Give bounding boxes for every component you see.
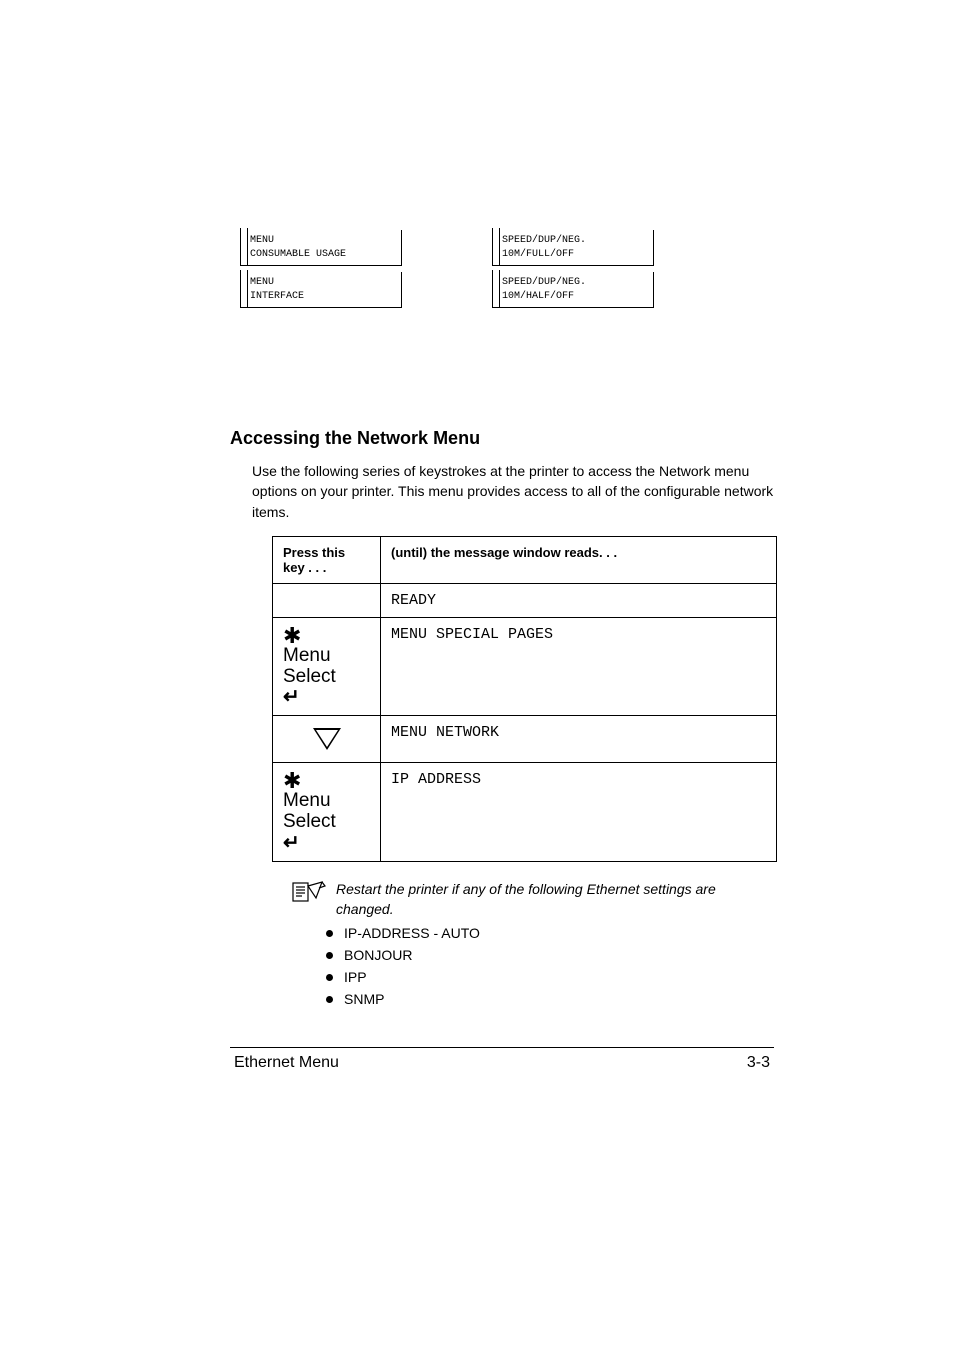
page: MENU CONSUMABLE USAGE MENU INTERFACE SPE… xyxy=(0,0,954,1112)
list-item: BONJOUR xyxy=(326,947,774,963)
menu-key-label: Menu xyxy=(283,646,370,667)
menu-box-line: CONSUMABLE USAGE xyxy=(250,248,395,262)
bullet-list: IP-ADDRESS - AUTO BONJOUR IPP SNMP xyxy=(326,925,774,1007)
menu-box-line: MENU xyxy=(250,276,395,290)
table-header-key: Press this key . . . xyxy=(273,536,381,583)
menu-box: MENU CONSUMABLE USAGE xyxy=(240,230,402,266)
menu-box-line: INTERFACE xyxy=(250,290,395,304)
select-key-label: Select xyxy=(283,667,370,688)
message-cell: MENU SPECIAL PAGES xyxy=(381,617,777,716)
message-cell: MENU NETWORK xyxy=(381,716,777,763)
note-row: Restart the printer if any of the follow… xyxy=(292,880,774,919)
down-triangle-icon xyxy=(313,728,341,750)
footer-left: Ethernet Menu xyxy=(234,1054,339,1072)
menu-box: SPEED/DUP/NEG. 10M/HALF/OFF xyxy=(492,272,654,308)
key-cell-menu-select: ✱ Menu Select ↵ xyxy=(273,617,381,716)
footer-right: 3-3 xyxy=(747,1054,770,1072)
table-row: ✱ Menu Select ↵ MENU SPECIAL PAGES xyxy=(273,617,777,716)
menu-box-line: SPEED/DUP/NEG. xyxy=(502,276,647,290)
menu-key-label: Menu xyxy=(283,791,370,812)
key-cell-menu-select: ✱ Menu Select ↵ xyxy=(273,763,381,862)
note-text: Restart the printer if any of the follow… xyxy=(336,880,766,919)
page-footer: Ethernet Menu 3-3 xyxy=(230,1054,774,1072)
menu-boxes-right-col: SPEED/DUP/NEG. 10M/FULL/OFF SPEED/DUP/NE… xyxy=(492,230,654,308)
footer-rule xyxy=(230,1047,774,1048)
table-header-msg: (until) the message window reads. . . xyxy=(381,536,777,583)
key-cell-blank xyxy=(273,583,381,617)
menu-box-line: MENU xyxy=(250,234,395,248)
table-row: ✱ Menu Select ↵ IP ADDRESS xyxy=(273,763,777,862)
select-key-label: Select xyxy=(283,812,370,833)
section-heading: Accessing the Network Menu xyxy=(230,428,774,449)
table-row: READY xyxy=(273,583,777,617)
instruction-table: Press this key . . . (until) the message… xyxy=(272,536,777,862)
message-cell: IP ADDRESS xyxy=(381,763,777,862)
content-area: Accessing the Network Menu Use the follo… xyxy=(0,428,954,1072)
intro-paragraph: Use the following series of keystrokes a… xyxy=(252,461,774,522)
key-cell-down xyxy=(273,716,381,763)
enter-arrow-icon: ↵ xyxy=(283,687,370,707)
enter-arrow-icon: ↵ xyxy=(283,833,370,853)
message-cell: READY xyxy=(381,583,777,617)
menu-boxes-row: MENU CONSUMABLE USAGE MENU INTERFACE SPE… xyxy=(0,0,954,308)
list-item: IPP xyxy=(326,969,774,985)
note-icon xyxy=(292,880,326,902)
table-row: MENU NETWORK xyxy=(273,716,777,763)
star-icon: ✱ xyxy=(283,626,370,646)
menu-box-line: 10M/FULL/OFF xyxy=(502,248,647,262)
menu-box-line: SPEED/DUP/NEG. xyxy=(502,234,647,248)
menu-box-line: 10M/HALF/OFF xyxy=(502,290,647,304)
menu-box: SPEED/DUP/NEG. 10M/FULL/OFF xyxy=(492,230,654,266)
menu-boxes-left-col: MENU CONSUMABLE USAGE MENU INTERFACE xyxy=(240,230,402,308)
star-icon: ✱ xyxy=(283,771,370,791)
list-item: SNMP xyxy=(326,991,774,1007)
list-item: IP-ADDRESS - AUTO xyxy=(326,925,774,941)
menu-box: MENU INTERFACE xyxy=(240,272,402,308)
